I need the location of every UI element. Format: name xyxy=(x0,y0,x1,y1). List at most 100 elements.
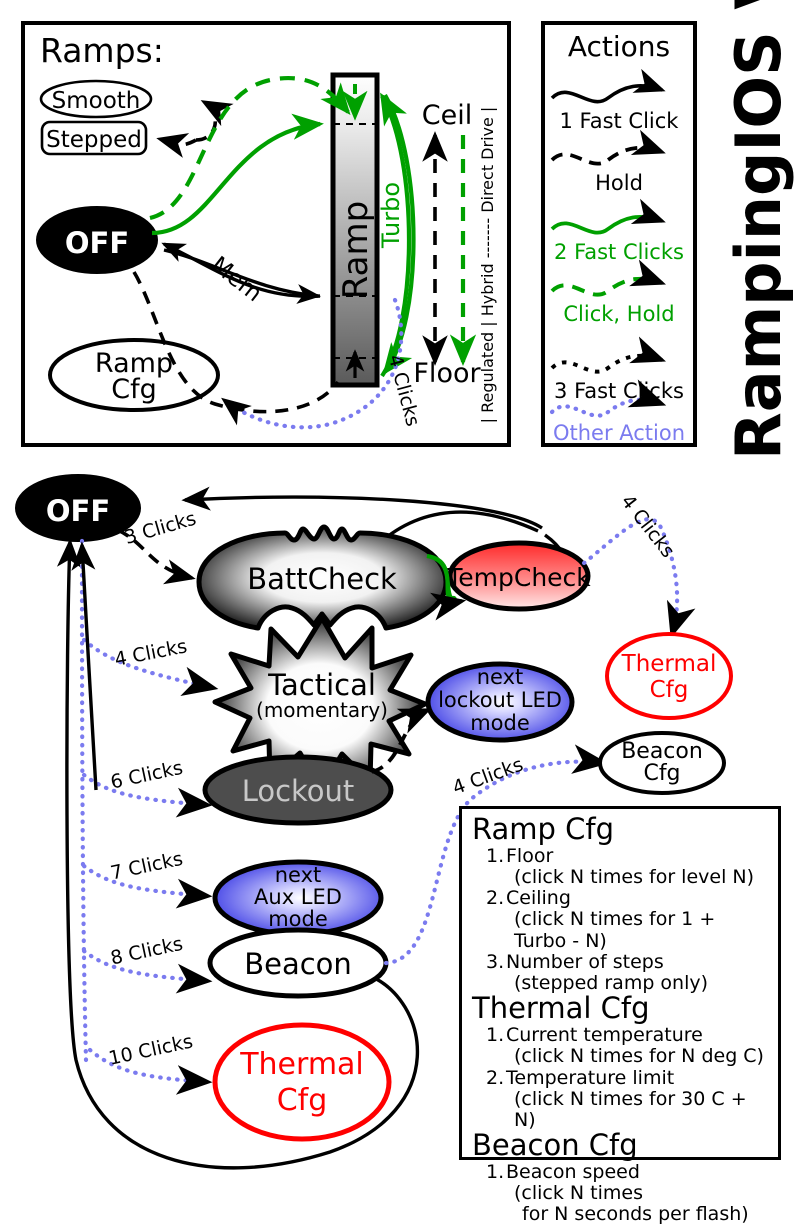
page-title-text: RampingIOS V3 xyxy=(722,0,795,460)
node-beacon-label: Beacon xyxy=(244,947,352,981)
node-next-lockout-led-l3: mode xyxy=(470,711,530,735)
edge-off-to-ramp-mem xyxy=(163,248,321,304)
cfg-item-body: Beacon speed (click N times for N seconds … xyxy=(506,1160,749,1226)
node-off-main-label: OFF xyxy=(46,494,110,528)
action-legend-item: 1 Fast Click xyxy=(550,68,679,133)
edge-off-to-lockout xyxy=(81,772,213,818)
cfg-item-text: Beacon speed xyxy=(506,1160,640,1183)
node-stepped-label: Stepped xyxy=(46,127,142,153)
label-floor: Floor xyxy=(413,358,481,389)
diagram-root: RampingIOS V3 Ramps: Smooth Stepped OFF xyxy=(15,0,795,1225)
edge-label-8clicks: 8 Clicks xyxy=(109,933,185,970)
edge-label-4clicks-beaconcfg: 4 Clicks xyxy=(450,753,526,799)
node-stepped[interactable]: Stepped xyxy=(40,120,148,156)
edge-label-4clicks-thermalcfg: 4 Clicks xyxy=(616,491,678,562)
node-tactical[interactable]: Tactical (momentary) xyxy=(212,615,428,792)
node-thermal-cfg-bottom-l2: Cfg xyxy=(277,1083,328,1118)
cfg-item: 2. Ceiling (click N times for 1 + Turbo - … xyxy=(486,887,768,952)
cfg-item-note: (click N times for 1 + Turbo - N) xyxy=(514,908,716,952)
action-stroke-4 xyxy=(550,259,666,297)
node-off-ramps-label: OFF xyxy=(65,226,129,260)
cfg-item-text: Floor xyxy=(506,844,554,867)
edge-turbo-down xyxy=(382,93,416,376)
cfg-item-note: (click N times xyxy=(514,1182,643,1205)
edge-spine-up-to-off xyxy=(71,541,98,791)
ceil-floor-scale: Ceil Floor xyxy=(413,100,481,389)
edge-off-to-beacon xyxy=(81,948,213,994)
cfg-item: 2. Temperature limit (click N times for 30… xyxy=(486,1066,768,1132)
node-thermal-cfg-right[interactable]: Thermal Cfg xyxy=(605,632,733,720)
cfg-item-text: Current temperature xyxy=(506,1024,703,1047)
node-next-lockout-led-mode[interactable]: next lockout LED mode xyxy=(425,661,575,743)
edge-label-6clicks: 6 Clicks xyxy=(109,757,185,794)
node-thermal-cfg-bottom-l1: Thermal xyxy=(239,1047,364,1082)
action-label-5: 3 Fast Clicks xyxy=(554,379,684,403)
cfg-item-number: 3. xyxy=(486,950,505,973)
cfg-item-note: (click N times for N deg C) xyxy=(514,1045,764,1068)
edge-battcheck-to-tempcheck xyxy=(426,554,467,621)
node-tactical-label2: (momentary) xyxy=(256,698,388,722)
cfg-section-heading: Thermal Cfg xyxy=(472,991,650,1026)
edge-ramp-to-smooth xyxy=(195,100,234,142)
action-label-4: Click, Hold xyxy=(563,302,674,326)
action-stroke-1 xyxy=(550,68,666,104)
ramp-bar-label: Ramp xyxy=(336,201,376,299)
edge-ramp-to-ramp-cfg xyxy=(221,297,404,430)
node-smooth-label: Smooth xyxy=(52,88,141,114)
action-legend-item: Click, Hold xyxy=(550,259,675,326)
node-tempcheck[interactable]: TempCheck xyxy=(446,540,591,612)
action-label-6: Other Action xyxy=(553,421,685,445)
node-next-aux-led-mode[interactable]: next Aux LED mode xyxy=(212,859,384,937)
cfg-item: 1. Current temperature (click N times for … xyxy=(486,1024,768,1068)
actions-panel: Actions 1 Fast Click Hold 2 Fast Clicks … xyxy=(541,21,697,447)
cfg-item-text: Temperature limit xyxy=(506,1066,675,1089)
edge-label-7clicks: 7 Clicks xyxy=(109,848,185,885)
cfg-item-number: 1. xyxy=(486,844,505,867)
cfg-item: 1. Beacon speed (click N times for N second… xyxy=(486,1160,768,1226)
cfg-legend-panel: Ramp Cfg 1. Floor (click N times for level … xyxy=(459,806,781,1225)
node-beacon-cfg-l1: Beacon xyxy=(621,739,703,764)
cfg-item-body: Current temperature (click N times for N … xyxy=(506,1024,764,1068)
node-beacon-cfg-l2: Cfg xyxy=(643,761,680,786)
node-thermal-cfg-bottom[interactable]: Thermal Cfg xyxy=(212,1022,392,1142)
node-off-ramps[interactable]: OFF xyxy=(36,206,158,274)
node-beacon-cfg[interactable]: Beacon Cfg xyxy=(598,731,726,795)
node-off-main[interactable]: OFF xyxy=(15,474,141,542)
node-lockout[interactable]: Lockout xyxy=(202,754,394,826)
action-legend-item: Other Action xyxy=(549,379,685,445)
cfg-item-body: Floor (click N times for level N) xyxy=(506,844,754,889)
action-legend-item: Hold xyxy=(550,129,666,195)
cfg-item-text: Number of steps xyxy=(506,950,664,973)
node-ramp-cfg-label1: Ramp xyxy=(95,348,173,379)
edge-off-to-thermal-cfg xyxy=(87,1047,213,1095)
node-battcheck[interactable]: BattCheck xyxy=(196,524,449,631)
node-next-lockout-led-l2: lockout LED xyxy=(438,688,562,712)
cfg-item-note: (stepped ramp only) xyxy=(514,972,709,995)
ramps-panel-heading: Ramps: xyxy=(40,31,164,70)
action-stroke-5 xyxy=(550,336,666,374)
edge-off-spine xyxy=(79,538,89,1063)
cfg-item-number: 2. xyxy=(486,1066,505,1089)
ramps-panel: Ramps: Smooth Stepped OFF Ramp xyxy=(21,21,511,447)
edge-battcheck-to-return xyxy=(381,510,539,542)
edge-tempcheck-to-thermal-cfg xyxy=(581,517,696,639)
edge-off-to-battcheck xyxy=(117,528,196,585)
cfg-item-body: Temperature limit (click N times for 30 C… xyxy=(506,1066,768,1132)
cfg-item-number: 2. xyxy=(486,887,505,910)
edge-off-to-ramp-ceiling xyxy=(149,76,351,221)
cfg-item: 3. Number of steps (stepped ramp only) xyxy=(486,950,768,995)
node-next-aux-led-l2: Aux LED xyxy=(254,885,342,909)
ramping-ios-state-diagram: RampingIOS V3 Ramps: Smooth Stepped OFF xyxy=(15,0,795,1170)
action-stroke-3 xyxy=(550,198,666,235)
node-smooth[interactable]: Smooth xyxy=(39,79,153,119)
edge-beacon-to-beacon-cfg xyxy=(383,744,609,966)
actions-panel-heading: Actions xyxy=(568,30,670,63)
node-battcheck-label: BattCheck xyxy=(247,562,397,596)
cfg-item: 1. Floor (click N times for level N) xyxy=(486,844,768,889)
page-title: RampingIOS V3 xyxy=(722,0,795,460)
action-label-3: 2 Fast Clicks xyxy=(554,240,684,264)
cfg-item-body: Number of steps (stepped ramp only) xyxy=(506,950,709,995)
cfg-item-body: Ceiling (click N times for 1 + Turbo - N) xyxy=(506,887,768,952)
node-beacon[interactable]: Beacon xyxy=(207,927,389,999)
node-ramp-cfg[interactable]: Ramp Cfg xyxy=(48,338,220,412)
